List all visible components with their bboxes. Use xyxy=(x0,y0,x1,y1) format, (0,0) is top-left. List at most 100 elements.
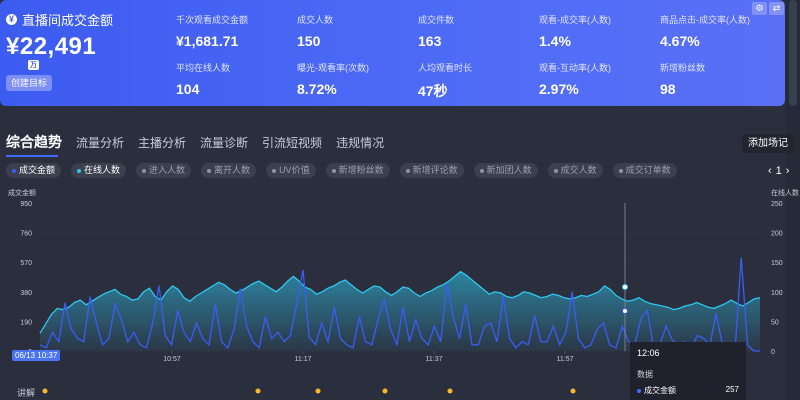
analysis-tabs: 综合趋势 流量分析 主播分析 流量诊断 引流短视频 违规情况 xyxy=(6,134,384,152)
metric-value: 150 xyxy=(297,33,321,49)
sales-amount-line xyxy=(39,257,760,353)
y-left-tick-label: 570 xyxy=(20,260,32,267)
chip-uv-value[interactable]: UV价值 xyxy=(266,163,316,178)
x-tick-label: 11:37 xyxy=(426,356,443,363)
series-dot xyxy=(331,168,336,173)
metric-value: 2.97% xyxy=(539,81,579,97)
metric-value: 163 xyxy=(418,33,442,49)
metric-label: 成交件数 xyxy=(418,15,455,25)
page-scrollbar[interactable] xyxy=(786,0,800,400)
chip-leave-users[interactable]: 离开人数 xyxy=(201,163,257,178)
chip-new-comments[interactable]: 新增评论数 xyxy=(399,163,464,178)
y-right-tick-label: 100 xyxy=(771,290,783,297)
metric-label: 平均在线人数 xyxy=(176,63,231,73)
metric-value: 98 xyxy=(660,81,676,97)
metric-cell: 新增粉丝数 98 xyxy=(660,61,705,97)
y-left-tick-label: 190 xyxy=(20,319,32,326)
summary-banner: ¥ 直播间成交金额 ¥22,491 万 创建目标 千次观看成交金额 ¥1,681.… xyxy=(0,0,785,106)
banner-corner-buttons: ⚙ ⇄ xyxy=(752,2,784,15)
metric-cell: 人均观看时长 47秒 xyxy=(418,61,472,101)
swap-icon[interactable]: ⇄ xyxy=(769,2,784,15)
add-scene-button[interactable]: 添加场记 xyxy=(742,134,794,153)
left-axis-title: 成交金额 xyxy=(8,190,36,197)
metric-label: 人均观看时长 xyxy=(418,63,473,73)
explanation-marker xyxy=(447,388,453,394)
metric-cell: 曝光-观看率(次数) 8.72% xyxy=(297,61,369,97)
chip-sales-amount[interactable]: 成交金额 xyxy=(6,163,62,178)
series-dot xyxy=(207,168,212,173)
chip-label: 成交人数 xyxy=(560,165,597,175)
metric-label: 观看-互动率(人数) xyxy=(539,63,611,73)
active-tab-indicator xyxy=(6,155,58,157)
tooltip-time: 12:06 xyxy=(637,348,660,358)
chip-label: 在线人数 xyxy=(84,165,121,175)
metric-cell: 平均在线人数 104 xyxy=(176,61,230,97)
metric-cell: 观看-成交率(人数) 1.4% xyxy=(539,13,611,49)
metric-cell: 千次观看成交金额 ¥1,681.71 xyxy=(176,13,248,49)
hover-point-online xyxy=(622,284,628,290)
metric-label: 千次观看成交金额 xyxy=(176,15,249,25)
tooltip-series-name: 成交金额 xyxy=(644,386,676,395)
y-left-tick-label: 760 xyxy=(20,231,32,238)
metric-cell: 成交人数 150 xyxy=(297,13,333,49)
banner-title-text: 直播间成交金额 xyxy=(22,13,114,28)
y-right-tick-label: 200 xyxy=(771,231,783,238)
banner-title: ¥ 直播间成交金额 xyxy=(6,10,113,29)
metric-label: 商品点击-成交率(人数) xyxy=(660,15,750,25)
metric-value: ¥1,681.71 xyxy=(176,33,239,49)
tab-overview-trend[interactable]: 综合趋势 xyxy=(6,134,62,150)
chip-enter-users[interactable]: 进入人数 xyxy=(136,163,192,178)
create-target-button[interactable]: 创建目标 xyxy=(6,75,52,91)
x-tick-label: 11:57 xyxy=(557,356,574,363)
metric-label: 新增粉丝数 xyxy=(660,63,706,73)
chevron-left-icon[interactable]: ‹ xyxy=(768,165,772,177)
gear-icon[interactable]: ⚙ xyxy=(752,2,767,15)
metric-label: 曝光-观看率(次数) xyxy=(297,63,369,73)
chip-buyers[interactable]: 成交人数 xyxy=(547,163,603,178)
metric-chips: 成交金额 在线人数 进入人数 离开人数 UV价值 新增粉丝数 新增评论数 新加团… xyxy=(6,163,677,178)
tooltip-series: 成交金额 xyxy=(637,385,676,396)
tab-traffic-analysis[interactable]: 流量分析 xyxy=(76,136,125,150)
y-right-tick-label: 50 xyxy=(771,319,779,326)
series-dot xyxy=(77,168,82,173)
chip-label: 离开人数 xyxy=(214,165,251,175)
chip-new-group-members[interactable]: 新加团人数 xyxy=(473,163,538,178)
scrollbar-thumb[interactable] xyxy=(789,0,797,106)
chart-tooltip: 12:06 数据 成交金额 257 xyxy=(630,342,746,400)
explanation-marker xyxy=(42,388,48,394)
metric-value: 8.72% xyxy=(297,81,337,97)
x-tick-label: 10:57 xyxy=(163,356,181,363)
series-dot xyxy=(272,168,277,173)
series-dot xyxy=(637,388,641,393)
chevron-right-icon[interactable]: › xyxy=(785,165,790,177)
chip-new-fans[interactable]: 新增粉丝数 xyxy=(325,163,390,178)
series-dot xyxy=(618,168,623,173)
currency-icon: ¥ xyxy=(6,14,17,25)
tab-short-video[interactable]: 引流短视频 xyxy=(262,136,323,150)
chip-orders[interactable]: 成交订单数 xyxy=(612,163,677,178)
metric-value: 4.67% xyxy=(660,33,700,49)
metric-cell: 观看-互动率(人数) 2.97% xyxy=(539,61,611,97)
metric-value: 47秒 xyxy=(418,83,448,99)
tooltip-title: 数据 xyxy=(637,370,653,379)
metric-cell: 商品点击-成交率(人数) 4.67% xyxy=(660,13,750,49)
metric-value: 104 xyxy=(176,81,200,97)
unit-badge: 万 xyxy=(28,60,39,70)
series-dot xyxy=(479,168,484,173)
right-axis-title: 在线人数 xyxy=(771,190,799,197)
chip-label: 进入人数 xyxy=(149,165,186,175)
tab-traffic-diagnosis[interactable]: 流量诊断 xyxy=(200,136,249,150)
series-dot xyxy=(553,168,558,173)
chip-online-users[interactable]: 在线人数 xyxy=(71,163,127,178)
y-right-tick-label: 0 xyxy=(771,349,775,356)
hover-point-sales xyxy=(622,308,628,314)
explanation-row-label: 讲解 xyxy=(17,388,36,398)
tab-violations[interactable]: 违规情况 xyxy=(336,136,385,150)
chip-pager: ‹ 1 › xyxy=(768,165,789,177)
explanation-marker xyxy=(382,388,388,394)
tab-host-analysis[interactable]: 主播分析 xyxy=(138,136,187,150)
series-dot xyxy=(405,168,410,173)
chip-label: 新加团人数 xyxy=(486,165,532,175)
x-tick-label: 11:17 xyxy=(295,356,312,363)
